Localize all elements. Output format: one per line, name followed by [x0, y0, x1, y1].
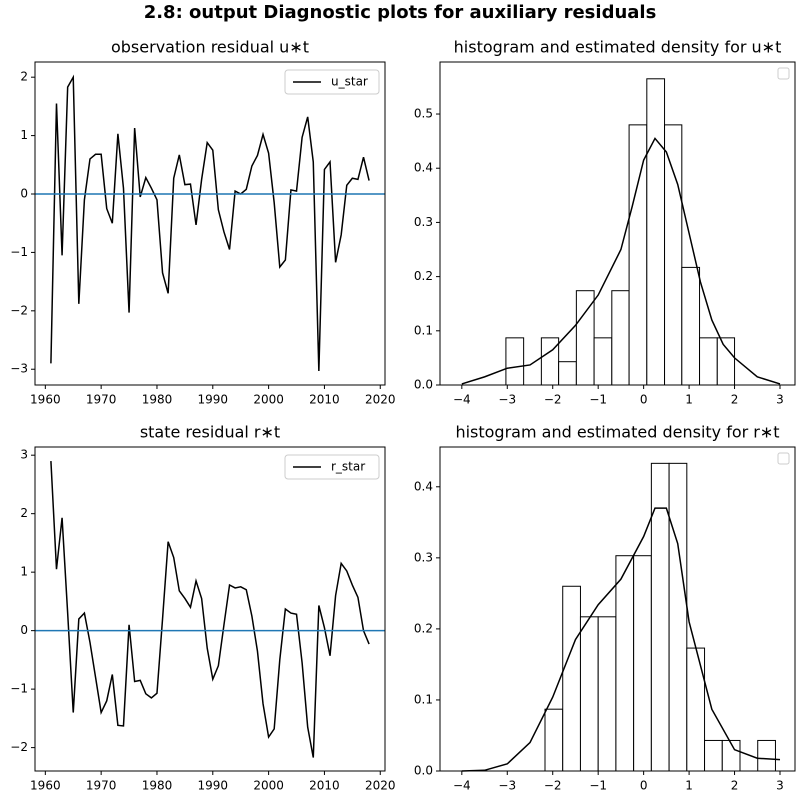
histogram-bar [540, 337, 560, 386]
x-tick-label: 2 [731, 779, 739, 793]
data-line [50, 461, 370, 758]
x-tick-label: 2010 [309, 779, 340, 793]
legend-box [284, 454, 380, 480]
legend-box [777, 67, 790, 80]
histogram-bar [757, 739, 776, 772]
y-tick-label: 0.3 [414, 215, 433, 229]
x-tick-label: 1960 [30, 779, 61, 793]
histogram-bar [668, 462, 688, 772]
x-tick-label: 2010 [309, 393, 340, 407]
x-tick-label: 1970 [86, 779, 117, 793]
y-tick-label: 0.3 [414, 550, 433, 564]
x-tick-label: 2020 [365, 393, 396, 407]
plot-frame [439, 61, 796, 386]
y-tick-label: 1 [20, 128, 28, 142]
x-tick-label: 1 [685, 393, 693, 407]
histogram-bar [716, 337, 736, 386]
x-tick-label: 0 [640, 779, 648, 793]
x-tick-label: 1980 [142, 779, 173, 793]
y-tick-label: 0 [20, 623, 28, 637]
histogram-bar [704, 739, 723, 772]
legend-box [284, 69, 380, 95]
figure-title: 2.8: output Diagnostic plots for auxilia… [144, 2, 657, 23]
histogram-bar [699, 337, 718, 386]
y-tick-label: 3 [20, 448, 28, 462]
y-tick-label: 0.5 [414, 107, 433, 121]
histogram-bar [558, 361, 577, 386]
y-tick-label: 0.2 [414, 269, 433, 283]
y-tick-label: 0.4 [414, 161, 433, 175]
x-tick-label: 1960 [30, 393, 61, 407]
histogram-bar [544, 708, 564, 772]
x-tick-label: 1990 [198, 779, 229, 793]
x-tick-label: 1980 [142, 393, 173, 407]
x-tick-label: 2 [731, 393, 739, 407]
plot-frame [34, 61, 386, 386]
x-tick-label: 3 [776, 779, 784, 793]
x-tick-label: −3 [498, 393, 516, 407]
histogram-bar [664, 124, 683, 386]
histogram-bar [597, 616, 617, 772]
x-tick-label: −1 [589, 779, 607, 793]
histogram-bar [615, 555, 635, 772]
density-curve [461, 137, 781, 385]
y-tick-label: −2 [10, 740, 28, 754]
histogram-bar [628, 124, 648, 386]
histogram-bar [593, 337, 613, 386]
histogram-bar [562, 585, 581, 772]
x-tick-label: 2000 [253, 779, 284, 793]
plot-frame [34, 446, 386, 772]
x-tick-label: −1 [589, 393, 607, 407]
y-tick-label: 0.0 [414, 764, 433, 778]
y-tick-label: 0.1 [414, 323, 433, 337]
histogram-bar [611, 290, 630, 386]
subplot-title: histogram and estimated density for r∗t [455, 423, 779, 442]
x-tick-label: 2000 [253, 393, 284, 407]
plot-frame [439, 446, 796, 772]
subplot-title: histogram and estimated density for u∗t [454, 38, 782, 57]
density-curve [461, 507, 781, 772]
x-tick-label: 2020 [365, 779, 396, 793]
x-tick-label: 1 [685, 779, 693, 793]
y-tick-label: −1 [10, 245, 28, 259]
x-tick-label: −3 [498, 779, 516, 793]
x-tick-label: 0 [640, 393, 648, 407]
histogram-bar [646, 78, 666, 386]
subplot-title: state residual r∗t [140, 423, 280, 442]
histogram-bar [681, 266, 701, 386]
y-tick-label: 0 [20, 187, 28, 201]
x-tick-label: −4 [453, 779, 471, 793]
x-tick-label: 1970 [86, 393, 117, 407]
legend-box [777, 452, 790, 465]
x-tick-label: 3 [776, 393, 784, 407]
histogram-bar [686, 647, 706, 772]
data-line [50, 74, 370, 372]
y-tick-label: 0.0 [414, 378, 433, 392]
y-tick-label: 0.2 [414, 621, 433, 635]
histogram-bar [633, 555, 652, 772]
x-tick-label: −4 [453, 393, 471, 407]
y-tick-label: 0.1 [414, 692, 433, 706]
y-tick-label: −3 [10, 362, 28, 376]
y-tick-label: 0.4 [414, 479, 433, 493]
subplot-title: observation residual u∗t [111, 38, 309, 57]
x-tick-label: −2 [544, 393, 562, 407]
legend-label: u_star [331, 75, 368, 89]
x-tick-label: −2 [544, 779, 562, 793]
y-tick-label: −1 [10, 682, 28, 696]
y-tick-label: 1 [20, 565, 28, 579]
y-tick-label: 2 [20, 506, 28, 520]
histogram-bar [505, 337, 525, 386]
legend-label: r_star [331, 460, 365, 474]
y-tick-label: −2 [10, 303, 28, 317]
histogram-bar [579, 616, 599, 772]
x-tick-label: 1990 [198, 393, 229, 407]
y-tick-label: 2 [20, 70, 28, 84]
